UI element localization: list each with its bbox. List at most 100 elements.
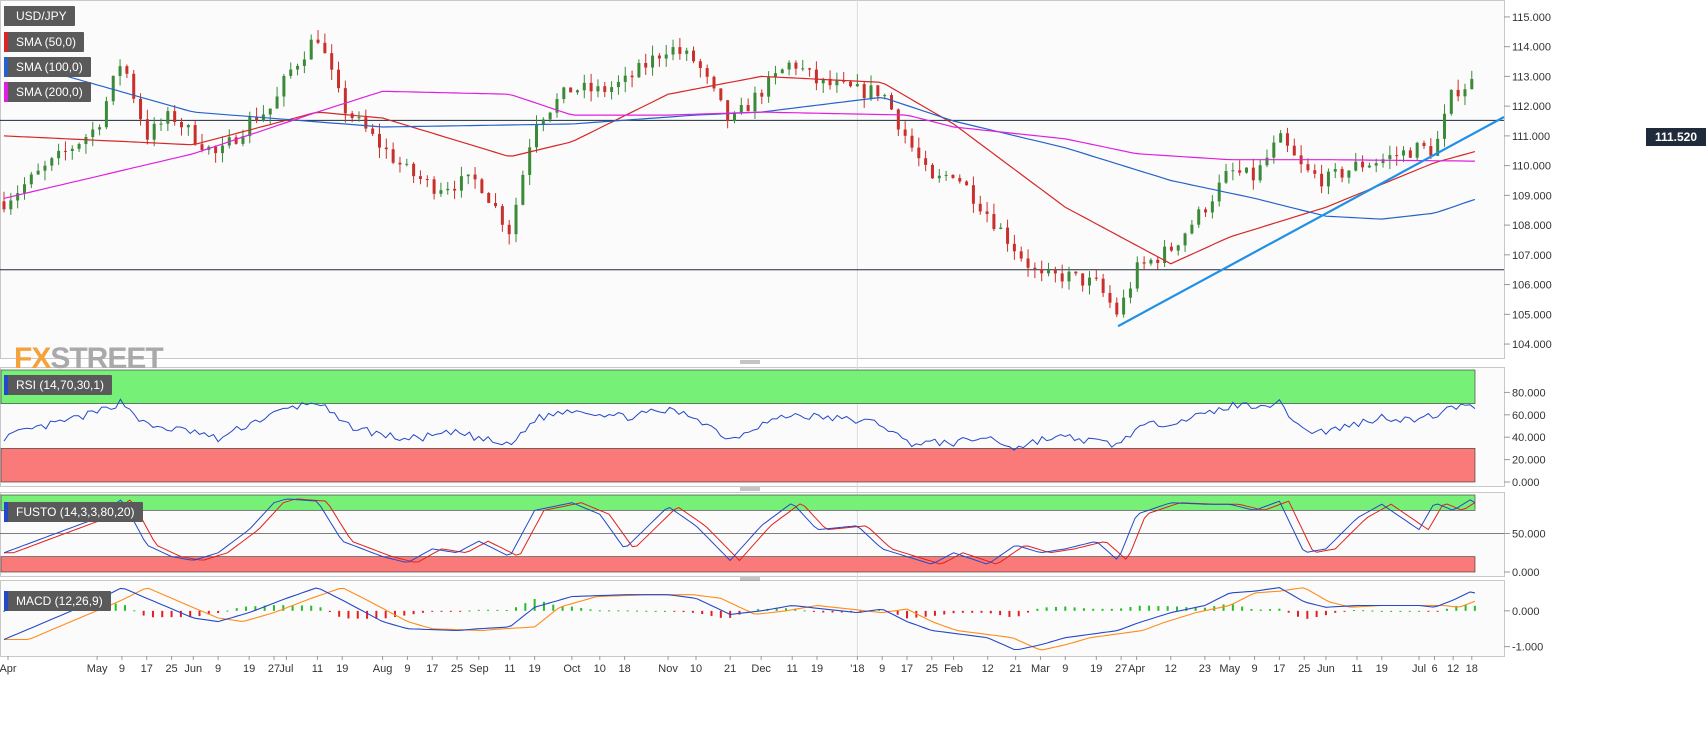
price-candle-body	[910, 135, 914, 148]
price-candle-body	[1395, 155, 1399, 157]
price-candle-body	[924, 158, 928, 165]
rsi-legend[interactable]: RSI (14,70,30,1)	[4, 375, 113, 395]
macd-histogram-bar	[552, 604, 555, 611]
x-axis-label: Sep	[469, 663, 489, 675]
x-axis-label: 19	[1090, 663, 1102, 675]
price-candle-body	[22, 184, 26, 194]
price-candle-body	[1033, 267, 1037, 270]
macd-histogram-bar	[338, 610, 341, 617]
price-candle-body	[1197, 209, 1201, 225]
macd-histogram-bar	[1445, 608, 1448, 611]
price-candle-body	[220, 145, 224, 154]
macd-histogram-bar	[328, 610, 331, 613]
fusto-legend[interactable]: FUSTO (14,3,3,80,20)	[4, 502, 143, 522]
x-axis-label: 17	[1273, 663, 1285, 675]
macd-histogram-bar	[626, 610, 629, 612]
macd-histogram-bar	[189, 610, 192, 618]
price-y-tick-label: 107.000	[1512, 250, 1552, 262]
price-candle-body	[1163, 246, 1167, 263]
price-candle-body	[1006, 227, 1010, 244]
x-axis-label: 21	[724, 663, 736, 675]
price-candle-body	[1422, 142, 1426, 147]
price-candle-body	[548, 112, 552, 120]
macd-histogram-bar	[822, 610, 825, 613]
x-axis-label: 19	[811, 663, 823, 675]
price-candle-body	[917, 147, 921, 159]
price-candle-body	[965, 181, 969, 186]
price-candle-body	[98, 127, 102, 130]
price-candle-body	[1333, 168, 1337, 172]
price-candle-body	[876, 85, 880, 97]
price-candle-body	[692, 50, 696, 62]
sma100-color-bar	[4, 57, 8, 77]
price-candle-body	[1470, 79, 1474, 90]
fusto-color-bar	[4, 502, 8, 522]
price-candle-body	[507, 224, 511, 235]
price-candle-body	[944, 174, 948, 176]
x-axis-label: 27	[1115, 663, 1127, 675]
x-axis-label: 21	[1010, 663, 1022, 675]
macd-histogram-bar	[943, 610, 946, 615]
macd-histogram-bar	[1306, 610, 1309, 619]
sma200-legend[interactable]: SMA (200,0)	[4, 82, 91, 102]
price-candle-body	[890, 95, 894, 110]
macd-histogram-bar	[319, 607, 322, 611]
macd-histogram-bar	[1017, 610, 1020, 617]
macd-histogram-bar	[1166, 606, 1169, 611]
macd-histogram-bar	[1092, 608, 1095, 611]
macd-histogram-bar	[710, 610, 713, 616]
price-candle-body	[282, 75, 286, 97]
macd-histogram-bar	[812, 610, 815, 612]
macd-histogram-bar	[1436, 610, 1439, 612]
macd-histogram-bar	[421, 610, 424, 613]
price-candle-body	[951, 174, 955, 178]
macd-histogram-bar	[1036, 608, 1039, 611]
x-axis-label: 18	[1466, 663, 1478, 675]
price-candle-body	[971, 185, 975, 204]
price-candle-body	[801, 68, 805, 70]
x-axis-label: 19	[1376, 663, 1388, 675]
price-candle-body	[289, 69, 293, 76]
macd-histogram-bar	[505, 609, 508, 611]
macd-y-tick-label: -1.000	[1512, 642, 1543, 654]
fxstreet-watermark: FXSTREET	[14, 342, 164, 376]
macd-signal-line	[4, 587, 1476, 651]
price-candle-body	[364, 117, 368, 129]
sma50-legend[interactable]: SMA (50,0)	[4, 32, 85, 52]
macd-histogram-bar	[449, 610, 452, 612]
macd-legend[interactable]: MACD (12,26,9)	[4, 591, 111, 611]
macd-histogram-bar	[580, 607, 583, 611]
x-axis-label: Oct	[563, 663, 580, 675]
macd-histogram-bar	[608, 610, 611, 612]
macd-histogram-bar	[803, 610, 806, 612]
x-axis-label: 19	[529, 663, 541, 675]
price-candle-body	[719, 88, 723, 101]
price-candle-body	[1436, 138, 1440, 156]
price-candle-body	[255, 116, 259, 121]
price-y-tick-label: 106.000	[1512, 280, 1552, 292]
price-candle-body	[29, 174, 33, 185]
sma100-legend[interactable]: SMA (100,0)	[4, 57, 91, 77]
price-candle-body	[1190, 224, 1194, 234]
x-axis-label: Jul	[279, 663, 293, 675]
price-candle-body	[616, 81, 620, 88]
price-candle-body	[794, 62, 798, 69]
price-candle-body	[1122, 297, 1126, 315]
macd-histogram-bar	[1427, 610, 1430, 612]
price-candle-body	[57, 150, 61, 159]
rsi-y-tick-label: 80.000	[1512, 387, 1546, 399]
price-candle-body	[726, 100, 730, 122]
macd-histogram-bar	[1418, 610, 1421, 612]
macd-histogram-bar	[673, 610, 676, 612]
macd-histogram-bar	[859, 610, 862, 613]
price-y-tick-label: 105.000	[1512, 309, 1552, 321]
macd-histogram-bar	[403, 610, 406, 616]
price-candle-body	[1272, 142, 1276, 158]
x-axis-label: 17	[141, 663, 153, 675]
macd-histogram-bar	[636, 610, 639, 612]
price-y-tick-label: 111.000	[1512, 131, 1550, 143]
fusto-y-tick-label: 0.000	[1512, 567, 1540, 579]
price-candle-body	[193, 125, 197, 145]
price-candle-body	[1429, 146, 1433, 156]
